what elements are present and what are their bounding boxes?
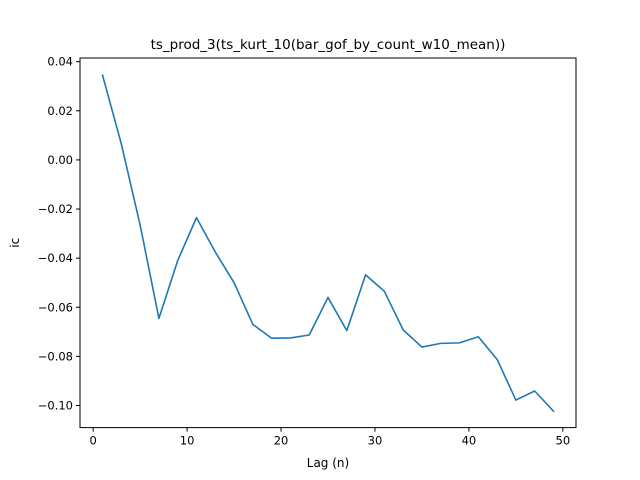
y-tick-label: −0.08 <box>38 349 73 363</box>
x-tick-label: 10 <box>180 434 195 448</box>
y-tick-label: −0.06 <box>38 300 73 314</box>
x-tick-label: 30 <box>368 434 383 448</box>
y-tick-label: −0.04 <box>38 251 73 265</box>
series-line <box>101 74 555 413</box>
y-tick-label: 0.04 <box>47 55 73 69</box>
x-tick-label: 0 <box>89 434 96 448</box>
plot-area <box>101 74 555 413</box>
x-axis-label: Lag (n) <box>307 456 349 470</box>
x-tick-label: 20 <box>274 434 289 448</box>
y-tick-label: −0.10 <box>38 398 73 412</box>
y-axis-ticks: 0.04 0.02 0.00 −0.02 −0.04 −0.06 −0.08 −0.10 <box>38 55 80 412</box>
x-tick-label: 40 <box>462 434 477 448</box>
y-tick-label: 0.00 <box>47 153 73 167</box>
y-tick-label: −0.02 <box>38 202 73 216</box>
y-tick-label: 0.02 <box>47 104 73 118</box>
x-axis-ticks: 0 10 20 30 40 50 <box>89 427 571 448</box>
axes-frame <box>79 57 577 429</box>
x-tick-label: 50 <box>556 434 571 448</box>
y-axis-label: ic <box>8 238 22 248</box>
chart-title: ts_prod_3(ts_kurt_10(bar_gof_by_count_w1… <box>151 37 506 53</box>
